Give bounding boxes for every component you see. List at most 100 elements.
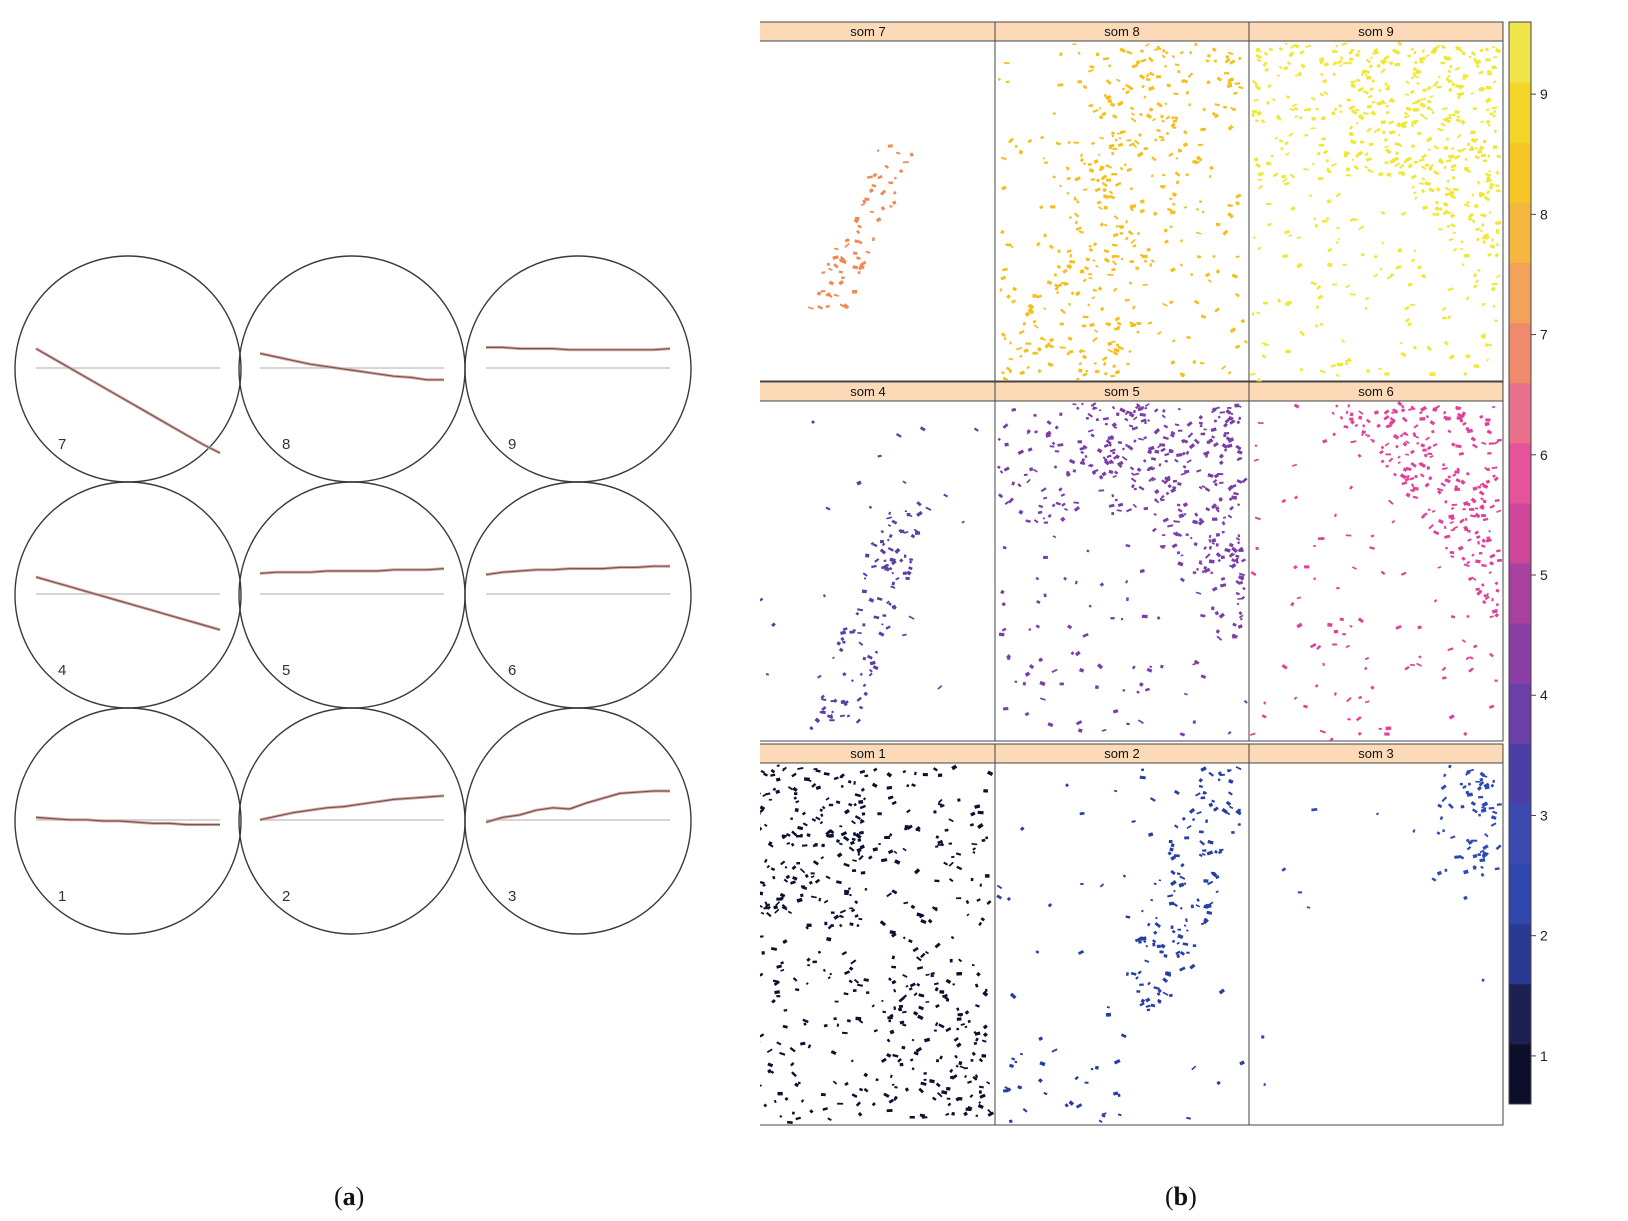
node-circle xyxy=(14,481,242,709)
som-node-1: 1 xyxy=(14,707,242,935)
codebook-line xyxy=(259,568,445,574)
codebook-line xyxy=(485,790,670,823)
som-node-6: 6 xyxy=(464,481,692,709)
codebook-line-shadow xyxy=(259,794,445,822)
colorbar-segment xyxy=(1509,623,1531,684)
strip-title: som 6 xyxy=(1358,384,1393,399)
colorbar-segment xyxy=(1509,142,1531,203)
panel-som-9: som 9 xyxy=(1248,21,1504,384)
panel-som-6: som 6 xyxy=(1248,381,1504,742)
colorbar-segment xyxy=(1509,262,1531,324)
node-circle xyxy=(464,481,692,709)
node-label: 5 xyxy=(282,662,290,679)
som-codebook-panel: 7 8 9 4 5 6 1 2 3 xyxy=(14,255,692,935)
colorbar-tick-label: 5 xyxy=(1540,567,1548,583)
colorbar-segment xyxy=(1509,442,1531,504)
som-node-4: 4 xyxy=(14,481,242,709)
node-label: 4 xyxy=(58,662,66,679)
colorbar-segment xyxy=(1509,923,1531,985)
colorbar-segment xyxy=(1509,803,1531,865)
node-circle xyxy=(238,481,466,709)
panel-som-7: som 7 xyxy=(760,21,996,382)
colorbar-segment xyxy=(1509,863,1531,925)
colorbar-tick-label: 6 xyxy=(1540,447,1548,463)
codebook-line xyxy=(35,816,220,826)
node-circle xyxy=(238,707,466,935)
colorbar-segment xyxy=(1509,743,1531,804)
codebook-line xyxy=(35,576,221,631)
point-cloud xyxy=(760,764,995,1124)
caption-a: (a) xyxy=(334,1182,365,1211)
codebook-line xyxy=(259,795,445,821)
node-label: 2 xyxy=(282,888,290,905)
point-cloud xyxy=(997,42,1248,382)
strip-title: som 9 xyxy=(1358,24,1393,39)
panel-som-1: som 1 xyxy=(760,743,996,1126)
point-cloud xyxy=(996,402,1248,737)
plot-area xyxy=(1248,40,1504,382)
node-label: 3 xyxy=(508,888,516,905)
node-label: 8 xyxy=(282,436,290,453)
panel-som-3: som 3 xyxy=(1248,743,1504,1126)
colorbar-segment xyxy=(1509,82,1531,143)
plot-area xyxy=(1248,762,1504,1126)
plot-area xyxy=(1248,400,1504,742)
colorbar-segment xyxy=(1509,322,1531,384)
node-circle xyxy=(464,707,692,935)
colorbar: 1 2 3 4 5 6 7 8 9 xyxy=(1508,21,1548,1105)
som-node-5: 5 xyxy=(238,481,466,709)
point-cloud xyxy=(760,420,979,731)
plot-area xyxy=(994,40,1250,382)
panel-som-8: som 8 xyxy=(994,21,1250,382)
colorbar-tick-label: 7 xyxy=(1540,327,1548,343)
codebook-line xyxy=(486,346,671,351)
colorbar-tick-label: 2 xyxy=(1540,928,1548,944)
colorbar-tick-label: 1 xyxy=(1540,1048,1548,1064)
plot-area xyxy=(760,400,996,742)
som-node-9: 9 xyxy=(464,255,692,483)
panel-som-4: som 4 xyxy=(760,381,996,742)
point-cloud xyxy=(1249,401,1503,742)
plot-area xyxy=(760,40,996,382)
colorbar-segment xyxy=(1509,202,1531,263)
colorbar-segment xyxy=(1509,683,1531,744)
plot-area xyxy=(994,400,1250,742)
codebook-line xyxy=(485,565,670,576)
colorbar-tick-label: 8 xyxy=(1540,206,1548,222)
colorbar-tick-label: 3 xyxy=(1540,807,1548,823)
colorbar-frame xyxy=(1508,21,1532,1105)
som-node-3: 3 xyxy=(464,707,692,935)
strip-title: som 1 xyxy=(850,746,885,761)
colorbar-segment xyxy=(1509,22,1531,83)
codebook-line-shadow xyxy=(259,351,444,382)
strip-title: som 4 xyxy=(850,384,885,399)
node-label: 1 xyxy=(58,888,66,905)
node-label: 7 xyxy=(58,436,66,453)
colorbar-segment xyxy=(1509,563,1531,624)
colorbar-segment xyxy=(1509,502,1531,564)
colorbar-segment xyxy=(1509,1043,1531,1105)
caption-b: (b) xyxy=(1165,1182,1197,1211)
node-label: 9 xyxy=(508,436,516,453)
strip-title: som 2 xyxy=(1104,746,1139,761)
point-cloud xyxy=(1249,41,1502,384)
som-node-8: 8 xyxy=(238,255,466,483)
som-spatial-map-panel: som 7 som 8 som 9 som 4 som 5 som 6 som 1 som 2… xyxy=(760,21,1548,1126)
plot-area xyxy=(994,762,1250,1126)
codebook-line xyxy=(35,348,221,454)
point-cloud xyxy=(996,766,1245,1124)
strip-title: som 8 xyxy=(1104,24,1139,39)
strip-title: som 5 xyxy=(1104,384,1139,399)
point-cloud xyxy=(807,144,914,310)
som-node-7: 7 xyxy=(14,255,242,483)
panel-som-5: som 5 xyxy=(994,381,1250,742)
codebook-line xyxy=(259,352,444,381)
strip-title: som 7 xyxy=(850,24,885,39)
colorbar-segment xyxy=(1509,382,1531,444)
node-label: 6 xyxy=(508,662,516,679)
strip-title: som 3 xyxy=(1358,746,1393,761)
colorbar-tick-label: 4 xyxy=(1540,687,1548,703)
node-circle xyxy=(14,707,242,935)
colorbar-tick-label: 9 xyxy=(1540,86,1548,102)
plot-area xyxy=(760,762,996,1126)
